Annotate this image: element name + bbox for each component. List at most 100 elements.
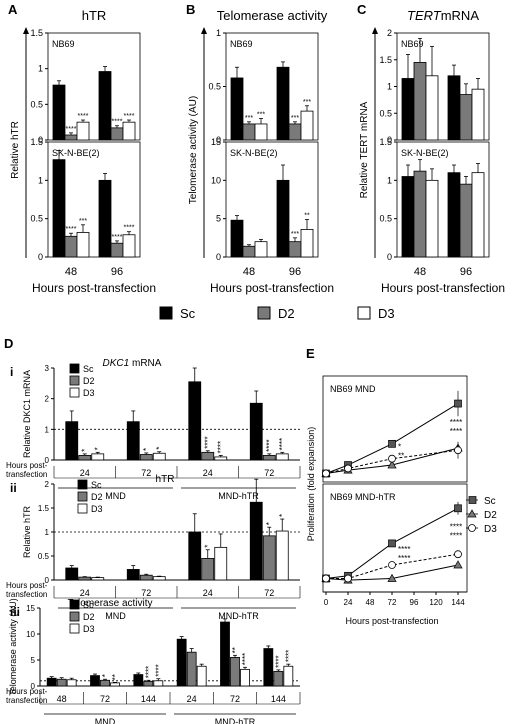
bar-d3: [66, 679, 77, 687]
bar-d2: [201, 558, 215, 581]
bar-sc: [263, 648, 274, 687]
y-tick-label: 0.5: [30, 99, 43, 109]
bar-sc: [249, 402, 263, 461]
cell-line-label: NB69 MND: [330, 384, 376, 394]
y-tick-label: 0.5: [30, 214, 43, 224]
bar-d3: [275, 530, 289, 581]
panel-frame: [396, 141, 490, 258]
y-tick-label: 2: [45, 395, 50, 404]
legend-label: D2: [278, 306, 295, 321]
significance-stars: ****: [112, 119, 123, 126]
x-tick-label: 144: [271, 694, 286, 704]
bar-sc: [98, 71, 112, 141]
significance-stars: *: [142, 448, 151, 451]
significance-stars: ****: [284, 650, 293, 662]
legend-label: D3: [91, 504, 103, 514]
x-axis-label: Hours post-transfection: [32, 281, 156, 295]
group-label: MND-hTR: [218, 611, 259, 621]
y-tick-label: 0: [31, 682, 36, 691]
bar-d2: [262, 454, 276, 461]
bar-d3: [76, 232, 90, 258]
x-tick-label: 24: [187, 694, 197, 704]
legend-label: D2: [91, 492, 103, 502]
hours-label: Hours post-: [6, 687, 48, 696]
panel-title: TERTmRNA: [407, 8, 479, 23]
y-tick-label: 1.5: [38, 504, 50, 513]
bar-sc: [401, 176, 415, 258]
y-axis-label: Relative hTR: [10, 121, 21, 179]
y-tick-label: 0: [216, 252, 221, 262]
panel-letter: D: [4, 336, 13, 351]
marker-triangle: [453, 560, 463, 569]
y-tick-label: 1.5: [30, 28, 43, 38]
y-tick-label: 0: [38, 135, 43, 145]
legend-swatch: [69, 599, 80, 610]
significance-stars: ****: [450, 418, 462, 427]
legend-swatch: [257, 306, 271, 320]
y-tick-label: 0.5: [38, 552, 50, 561]
legend-marker-triangle: [467, 509, 477, 518]
y-axis-label: Telomerase activity (AU): [8, 598, 18, 696]
x-tick-label: 48: [57, 694, 67, 704]
legend-label: Sc: [83, 600, 94, 610]
significance-stars: *: [155, 447, 164, 450]
x-tick-label: 48: [366, 598, 375, 607]
significance-stars: ****: [241, 653, 250, 665]
y-axis-label: Proliferation (fold expansion): [306, 427, 316, 542]
x-tick-label: 96: [460, 266, 472, 278]
bar-d3: [152, 576, 166, 581]
significance-stars: ****: [278, 438, 287, 450]
panel-letter: C: [357, 2, 367, 17]
cell-line-label: NB69 MND-hTR: [330, 492, 396, 502]
bar-d3: [122, 234, 136, 258]
bar-d3: [196, 665, 207, 687]
significance-stars: ****: [66, 226, 77, 233]
y-tick-label: 1.5: [379, 55, 392, 65]
marker-square: [388, 539, 396, 548]
bar-d2: [110, 127, 124, 141]
bar-d2: [78, 454, 92, 461]
bar-sc: [176, 638, 187, 687]
group-label: MND: [95, 717, 116, 724]
bar-d2: [262, 535, 276, 581]
hours-label: transfection: [6, 696, 47, 705]
bar-d3: [91, 453, 105, 461]
bar-d2: [64, 134, 78, 141]
legend-swatch: [69, 611, 80, 622]
arrow-head: [372, 27, 378, 34]
panel-frame: [47, 32, 141, 141]
x-tick-label: 72: [141, 588, 151, 598]
legend-swatch: [69, 623, 80, 634]
bar-d2: [242, 245, 256, 258]
y-tick-label: 2: [387, 28, 392, 38]
legend-label: D2: [83, 376, 95, 386]
significance-stars: ***: [79, 218, 87, 225]
y-tick-label: 5: [31, 656, 36, 665]
bar-d2: [110, 242, 124, 258]
significance-stars: ***: [291, 115, 299, 122]
significance-stars: *: [398, 442, 401, 451]
cell-line-label: NB69: [401, 39, 424, 49]
y-tick-label: 1: [387, 175, 392, 185]
significance-stars: ****: [217, 441, 226, 453]
bar-d2: [78, 576, 92, 581]
bar-d3: [122, 121, 136, 141]
x-tick-label: 120: [429, 598, 443, 607]
x-tick-label: 72: [264, 588, 274, 598]
y-tick-label: 10: [26, 630, 35, 639]
y-tick-label: 0: [45, 456, 50, 465]
y-tick-label: 15: [26, 604, 35, 613]
legend-label: Sc: [91, 480, 102, 490]
marker-square: [454, 504, 462, 513]
x-tick-label: 24: [80, 468, 90, 478]
y-tick-label: 0.5: [208, 82, 221, 92]
significance-stars: ****: [450, 522, 462, 531]
bar-d2: [186, 651, 197, 687]
significance-stars: **: [231, 647, 240, 653]
bar-sc: [65, 567, 79, 581]
significance-stars: ****: [274, 655, 283, 667]
legend-swatch: [77, 491, 88, 502]
cell-line-label: NB69: [230, 39, 253, 49]
x-tick-label: 72: [230, 694, 240, 704]
bar-sc: [98, 179, 112, 258]
